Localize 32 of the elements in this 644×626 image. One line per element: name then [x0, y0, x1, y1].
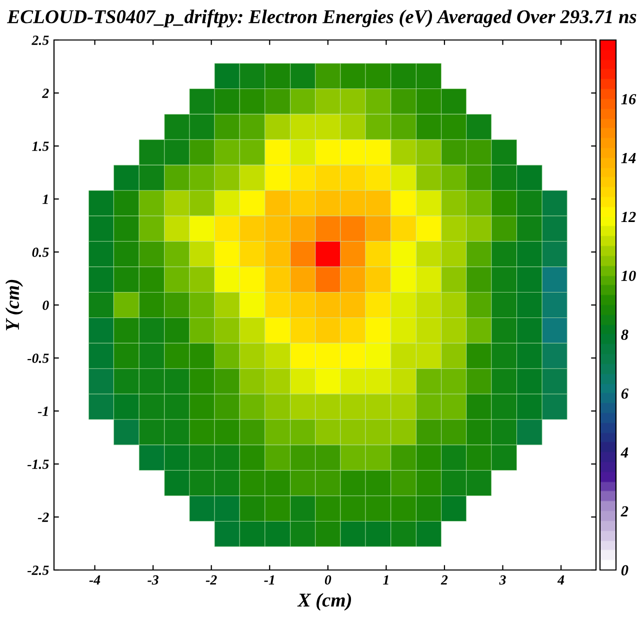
y-tick-label: -0.5	[27, 354, 49, 364]
x-tick-label: -1	[264, 575, 274, 584]
color-bar-label: 6	[621, 388, 628, 399]
y-tick-label: 1	[42, 194, 48, 204]
color-bar-label: 10	[621, 270, 636, 282]
y-tick-label: -1	[38, 406, 48, 416]
y-tick-label: -2	[38, 512, 49, 522]
x-tick-label: 4	[557, 575, 564, 584]
x-tick-label: -4	[89, 575, 100, 584]
x-tick-label: 1	[383, 575, 388, 584]
chart-title: ECLOUD-TS0407_p_driftpy: Electron Energies (eV) Averaged Over 293.71 ns	[6, 9, 636, 28]
x-tick-label: 2	[440, 575, 448, 584]
y-axis-title: Y (cm)	[5, 280, 23, 330]
color-bar-label: 4	[620, 447, 628, 458]
y-tick-label: 0.5	[32, 248, 49, 258]
x-tick-label: -2	[206, 575, 217, 584]
color-bar-label: 0	[621, 565, 628, 576]
y-tick-label: -1.5	[27, 460, 49, 470]
color-bar-label: 8	[621, 330, 628, 340]
x-axis-title: X (cm)	[297, 593, 352, 611]
y-tick-label: 1.5	[32, 142, 49, 152]
y-tick-label: 2.5	[32, 36, 49, 46]
y-tick-label: -2.5	[27, 566, 49, 576]
color-bar-label: 16	[621, 94, 636, 104]
x-tick-label: 0	[324, 575, 332, 585]
color-bar-label: 14	[621, 152, 636, 164]
x-tick-label: 3	[499, 575, 506, 585]
x-tick-label: -3	[148, 575, 158, 585]
y-tick-label: 2	[42, 88, 49, 98]
color-bar-label: 2	[620, 506, 628, 516]
color-bar-label: 12	[621, 212, 636, 222]
y-tick-label: 0	[42, 300, 49, 310]
